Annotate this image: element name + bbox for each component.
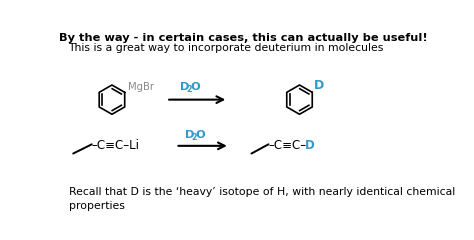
Text: This is a great way to incorporate deuterium in molecules: This is a great way to incorporate deute… — [69, 43, 384, 54]
Text: O: O — [195, 130, 205, 140]
Text: MgBr: MgBr — [128, 82, 154, 91]
Text: D: D — [180, 82, 190, 92]
Text: 2: 2 — [187, 85, 192, 94]
Text: Recall that D is the ‘heavy’ isotope of H, with nearly identical chemical
proper: Recall that D is the ‘heavy’ isotope of … — [69, 187, 455, 211]
Text: –C≡C–Li: –C≡C–Li — [92, 138, 140, 152]
Text: By the way - in certain cases, this can actually be useful!: By the way - in certain cases, this can … — [59, 33, 427, 43]
Text: D: D — [305, 138, 315, 152]
Text: O: O — [190, 82, 200, 92]
Text: D: D — [185, 130, 194, 140]
Text: –C≡C–: –C≡C– — [268, 138, 307, 152]
Text: 2: 2 — [191, 133, 197, 142]
Text: D: D — [314, 78, 324, 91]
